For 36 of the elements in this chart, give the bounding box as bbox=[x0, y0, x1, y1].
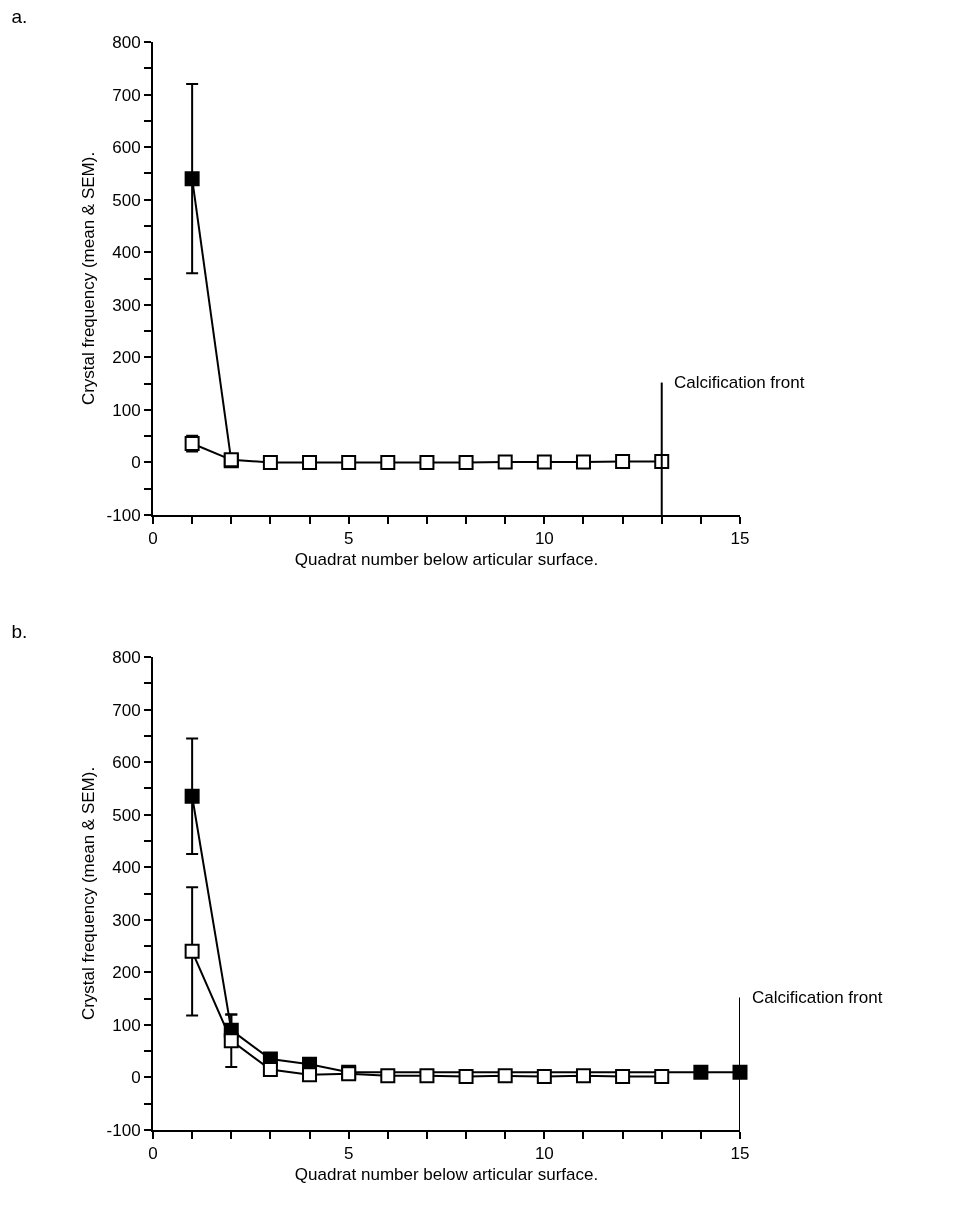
x-tick-label: 10 bbox=[534, 529, 554, 549]
y-axis-title: Crystal frequency (mean & SEM). bbox=[78, 151, 98, 406]
x-tick-label: 15 bbox=[730, 529, 750, 549]
y-tick-label: 700 bbox=[112, 700, 141, 720]
y-tick-label: 300 bbox=[112, 910, 141, 930]
y-tick-label: -100 bbox=[106, 505, 141, 525]
y-tick-label: 100 bbox=[112, 400, 141, 420]
chart-title: a. bbox=[11, 5, 28, 27]
y-tick-label: 200 bbox=[112, 348, 141, 368]
y-tick-label: 800 bbox=[112, 32, 141, 52]
y-axis-title: Crystal frequency (mean & SEM). bbox=[78, 766, 98, 1021]
x-tick-label: 0 bbox=[148, 529, 158, 549]
x-tick-label: 15 bbox=[730, 1144, 750, 1164]
chart-title: b. bbox=[11, 620, 28, 642]
x-tick-label: 5 bbox=[343, 1144, 354, 1164]
y-tick-label: 300 bbox=[112, 295, 141, 315]
x-tick-label: 0 bbox=[148, 1144, 158, 1164]
y-tick-label: 600 bbox=[112, 138, 141, 158]
y-tick-label: 600 bbox=[112, 753, 141, 773]
y-tick-label: 0 bbox=[131, 453, 141, 473]
y-tick-label: 200 bbox=[112, 963, 141, 983]
x-axis-title: Quadrat number below articular surface. bbox=[294, 550, 599, 570]
y-tick-label: 400 bbox=[112, 243, 141, 263]
y-tick-label: 500 bbox=[112, 190, 141, 210]
y-tick-label: 0 bbox=[131, 1068, 141, 1088]
x-tick-label: 10 bbox=[534, 1144, 554, 1164]
y-tick-label: 400 bbox=[112, 858, 141, 878]
y-tick-label: 800 bbox=[112, 647, 141, 667]
y-tick-label: 500 bbox=[112, 805, 141, 825]
ref-line-label: Calcification front bbox=[752, 988, 883, 1007]
x-tick-label: 5 bbox=[343, 529, 354, 549]
ref-line-label: Calcification front bbox=[674, 373, 805, 392]
y-tick-label: 100 bbox=[112, 1015, 141, 1035]
y-tick-label: -100 bbox=[106, 1120, 141, 1140]
x-axis-title: Quadrat number below articular surface. bbox=[294, 1165, 599, 1185]
y-tick-label: 700 bbox=[112, 85, 141, 105]
